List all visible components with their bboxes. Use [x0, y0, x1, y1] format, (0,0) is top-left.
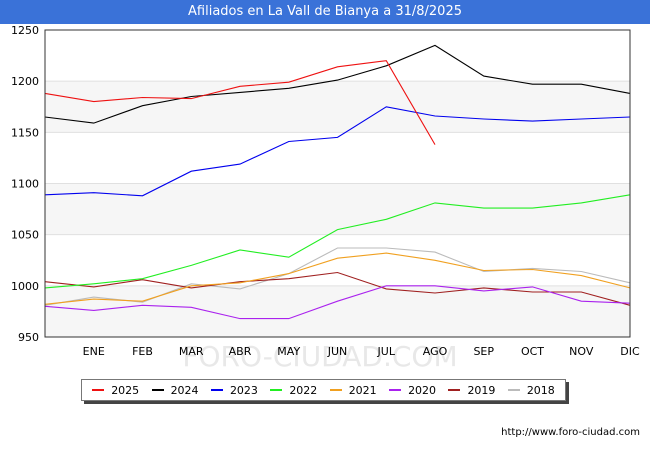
x-tick-label: JUL	[377, 345, 396, 358]
y-tick-label: 1200	[11, 75, 39, 88]
plot-bands	[45, 81, 630, 337]
legend-label: 2019	[467, 383, 496, 397]
x-tick-label: DIC	[620, 345, 640, 358]
legend-swatch	[507, 389, 520, 391]
legend-swatch	[389, 389, 402, 391]
y-tick-label: 1000	[11, 280, 39, 293]
plot-frame	[44, 29, 631, 338]
x-tick-label: JUN	[327, 345, 348, 358]
x-axis: ENE FEB MAR ABR MAY JUN JUL AGO SEP OCT NOV DIC	[83, 345, 640, 358]
series-line-2025	[44, 60, 436, 145]
legend-label: 2023	[229, 383, 258, 397]
x-tick-label: SEP	[473, 345, 494, 358]
series-line-2024	[44, 44, 631, 124]
series-line-2023	[44, 106, 631, 197]
legend-swatch	[448, 389, 461, 391]
legend-item-2022: 2022	[270, 384, 317, 397]
legend-item-2021: 2021	[329, 383, 377, 397]
series-lines	[44, 44, 631, 320]
x-tick-label: ABR	[229, 345, 252, 358]
x-tick-label: MAY	[277, 345, 300, 358]
watermark: FORO-CIUDAD.COM	[182, 340, 457, 373]
legend-swatch	[210, 389, 223, 391]
x-tick-label: OCT	[521, 345, 544, 358]
y-axis: 950 1000 1050 1100 1150 1200 1250	[11, 24, 39, 344]
y-tick-label: 1100	[11, 178, 39, 191]
legend-item-2024: 2024	[151, 383, 199, 397]
legend-label: 2020	[408, 383, 437, 397]
chart-title: Afiliados en La Vall de Bianya a 31/8/20…	[0, 0, 650, 24]
y-tick-label: 950	[18, 331, 39, 344]
y-tick-label: 1150	[11, 126, 39, 139]
legend-label: 2022	[289, 383, 318, 397]
legend: 2025 2024 2023 2022 2021 2020 2019 2018	[81, 379, 566, 401]
plot-band	[45, 285, 630, 337]
legend-label: 2025	[111, 383, 140, 397]
legend-swatch	[92, 389, 105, 391]
legend-item-2023: 2023	[210, 383, 258, 397]
y-tick-label: 1050	[11, 229, 39, 242]
x-tick-label: NOV	[569, 345, 594, 358]
legend-label: 2018	[526, 383, 555, 397]
legend-item-2018: 2018	[507, 383, 555, 397]
series-line-2021	[44, 252, 631, 305]
legend-swatch	[151, 389, 164, 391]
legend-item-2020: 2020	[389, 384, 436, 397]
plot-band	[45, 183, 630, 235]
series-line-2020	[44, 285, 631, 320]
x-tick-label: ENE	[83, 345, 105, 358]
legend-item-2019: 2019	[448, 384, 495, 397]
y-tick-label: 1250	[11, 24, 39, 37]
legend-item-2025: 2025	[92, 384, 139, 397]
x-tick-label: FEB	[132, 345, 153, 358]
legend-label: 2024	[170, 383, 199, 397]
source-url[interactable]: http://www.foro-ciudad.com	[501, 427, 640, 438]
legend-label: 2021	[348, 383, 377, 397]
series-line-2018	[44, 247, 631, 306]
x-tick-label: AGO	[423, 345, 448, 358]
series-line-2019	[44, 271, 631, 306]
legend-swatch	[270, 389, 283, 391]
plot-band	[45, 81, 630, 133]
x-tick-label: MAR	[179, 345, 204, 358]
legend-swatch	[329, 389, 342, 391]
series-line-2022	[44, 194, 631, 289]
